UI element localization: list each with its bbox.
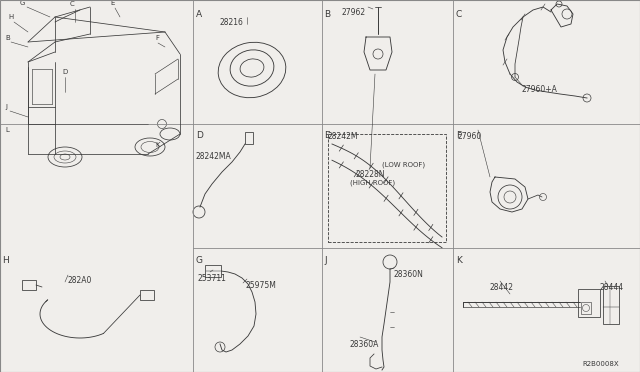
Bar xyxy=(578,289,600,317)
Bar xyxy=(140,290,154,300)
Text: 28360A: 28360A xyxy=(350,340,380,349)
Text: B: B xyxy=(324,10,330,19)
Text: 25975M: 25975M xyxy=(246,281,277,290)
Text: C: C xyxy=(456,10,462,19)
Text: B: B xyxy=(5,35,10,41)
Text: G: G xyxy=(20,0,26,6)
Text: D: D xyxy=(196,131,203,140)
Text: A: A xyxy=(196,10,202,19)
Text: 253711: 253711 xyxy=(198,274,227,283)
Text: G: G xyxy=(196,256,203,265)
Text: 28242M: 28242M xyxy=(328,132,358,141)
Bar xyxy=(245,132,253,144)
Text: 28444: 28444 xyxy=(600,283,624,292)
Text: J: J xyxy=(324,256,326,265)
Text: 27962: 27962 xyxy=(342,8,366,17)
Text: 28216: 28216 xyxy=(220,18,244,27)
Text: L: L xyxy=(5,127,9,133)
Text: H: H xyxy=(8,14,13,20)
Text: 28242MA: 28242MA xyxy=(196,152,232,161)
Bar xyxy=(603,286,619,324)
Text: (HIGH ROOF): (HIGH ROOF) xyxy=(350,179,395,186)
Bar xyxy=(22,280,36,290)
Text: 27960: 27960 xyxy=(458,132,483,141)
Text: H: H xyxy=(2,256,9,265)
Text: 27960+A: 27960+A xyxy=(522,85,558,94)
Text: K: K xyxy=(155,142,159,148)
Text: F: F xyxy=(456,131,461,140)
Text: R2B0008X: R2B0008X xyxy=(582,361,619,367)
Text: (LOW ROOF): (LOW ROOF) xyxy=(382,162,425,169)
Text: 28442: 28442 xyxy=(490,283,514,292)
Bar xyxy=(328,134,446,242)
Bar xyxy=(581,302,591,314)
Text: E: E xyxy=(324,131,330,140)
Text: K: K xyxy=(456,256,462,265)
Text: J: J xyxy=(5,104,7,110)
Text: D: D xyxy=(62,69,67,75)
Text: 28228N: 28228N xyxy=(355,170,385,179)
Text: F: F xyxy=(155,35,159,41)
Text: 282A0: 282A0 xyxy=(68,276,92,285)
Bar xyxy=(205,265,221,277)
Text: E: E xyxy=(110,0,115,6)
Text: 28360N: 28360N xyxy=(394,270,424,279)
Text: C: C xyxy=(70,1,75,7)
